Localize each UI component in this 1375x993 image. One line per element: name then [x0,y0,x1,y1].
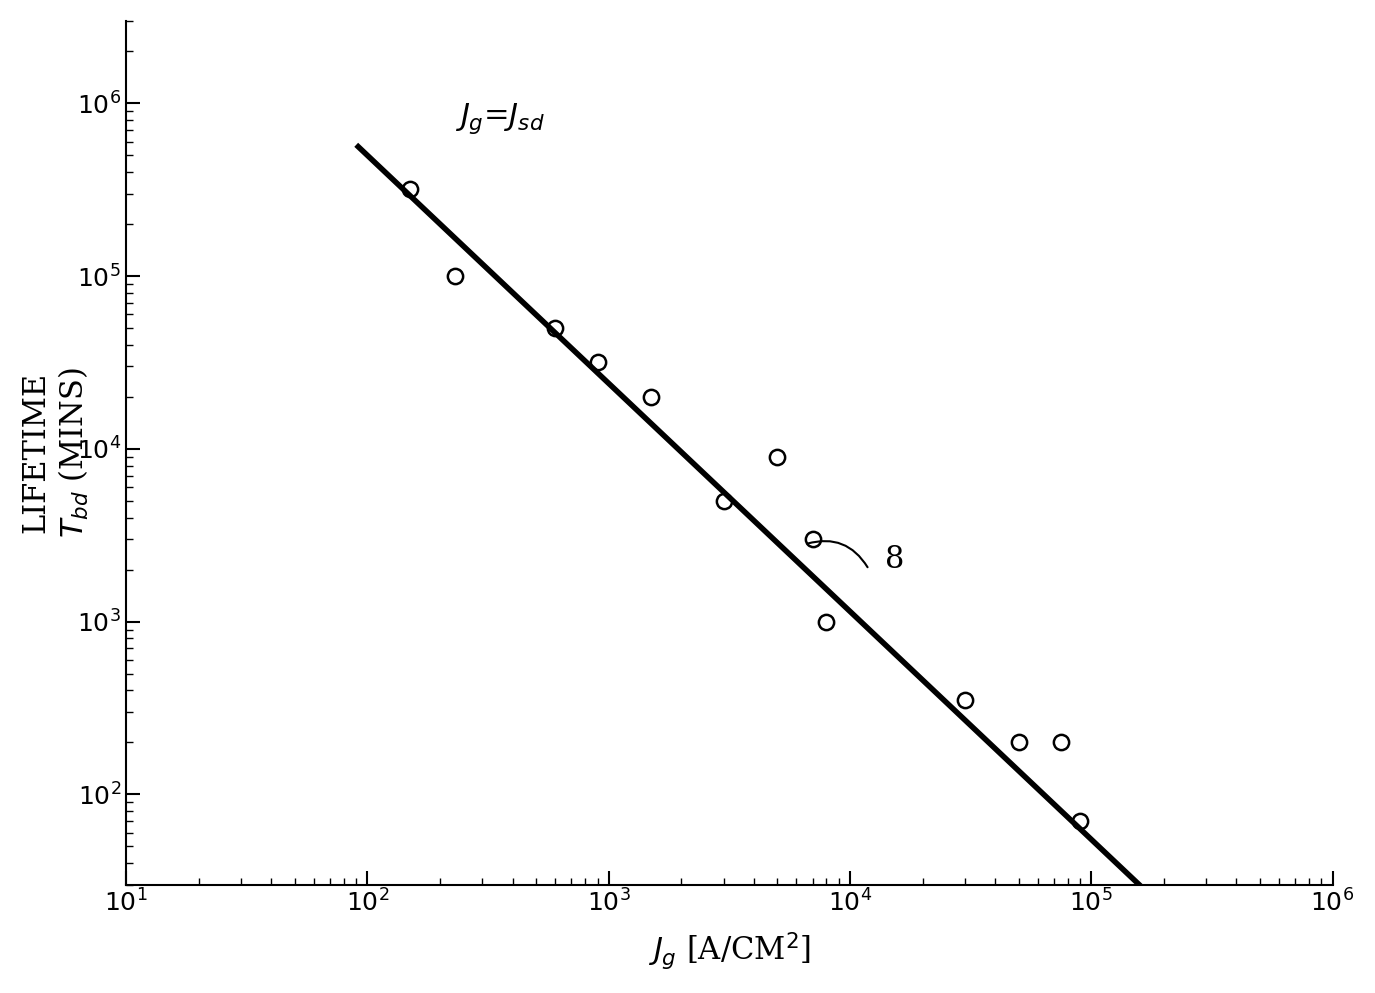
Y-axis label: LIFETIME
$T_{bd}$ (MINS): LIFETIME $T_{bd}$ (MINS) [21,367,91,538]
Text: 8: 8 [886,544,905,575]
X-axis label: $J_g$ [A/CM$^2$]: $J_g$ [A/CM$^2$] [648,930,810,972]
Text: $J_g$=$J_{sd}$: $J_g$=$J_{sd}$ [454,100,544,136]
